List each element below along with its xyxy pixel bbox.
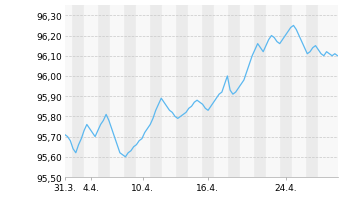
Bar <box>110 6 123 177</box>
Bar <box>318 6 338 177</box>
Bar <box>162 6 175 177</box>
Bar <box>65 6 71 177</box>
Bar <box>266 6 279 177</box>
Bar <box>240 6 253 177</box>
Bar <box>84 6 97 177</box>
Bar <box>136 6 149 177</box>
Bar <box>292 6 305 177</box>
Bar <box>188 6 201 177</box>
Bar <box>214 6 227 177</box>
